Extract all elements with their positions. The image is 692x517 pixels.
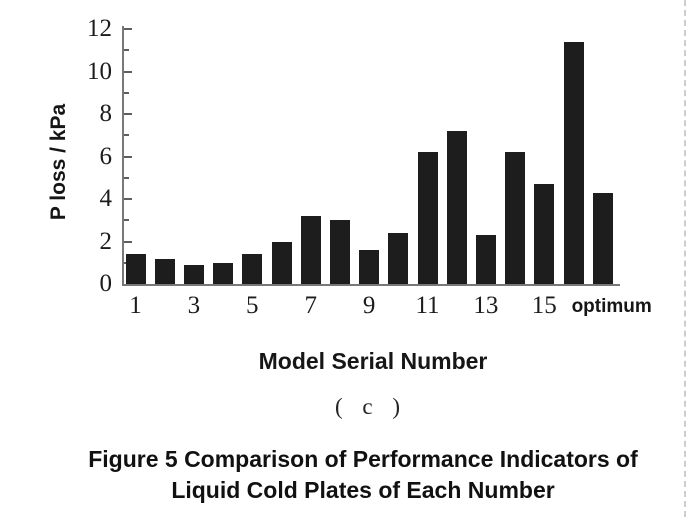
y-minor-tick	[124, 219, 129, 222]
y-tick-label: 8	[99, 100, 113, 127]
y-minor-tick	[124, 49, 129, 52]
x-tick-label: 5	[246, 292, 259, 319]
y-minor-tick	[124, 134, 129, 137]
bar	[183, 264, 204, 284]
bar	[359, 250, 380, 284]
y-major-tick	[124, 28, 132, 30]
y-major-tick	[124, 113, 132, 115]
y-minor-tick	[124, 91, 129, 94]
caption-line-1: Figure 5 Comparison of Performance Indic…	[88, 446, 638, 472]
bar	[534, 184, 555, 284]
y-minor-tick	[124, 176, 129, 179]
caption-line-2: Liquid Cold Plates of Each Number	[171, 477, 555, 503]
y-tick-label: 6	[99, 142, 113, 170]
bar	[563, 41, 584, 284]
x-axis-line	[122, 284, 620, 286]
x-tick-label: 3	[187, 292, 201, 319]
x-tick-label: 9	[362, 292, 376, 319]
bar	[417, 152, 438, 284]
bar	[475, 235, 496, 284]
y-major-tick	[124, 198, 132, 200]
subfigure-label: ( c )	[334, 394, 408, 419]
bar	[388, 233, 409, 284]
bar	[154, 258, 175, 284]
bar	[329, 220, 350, 284]
y-tick-label: 2	[99, 227, 113, 255]
y-major-tick	[124, 70, 132, 73]
bar	[505, 152, 526, 284]
x-tick-label: 15	[531, 292, 557, 319]
y-tick-label: 10	[87, 57, 112, 85]
bar	[271, 241, 292, 284]
x-tick-label: 7	[304, 292, 317, 319]
bar	[242, 254, 263, 284]
bar	[592, 192, 613, 284]
plot-area: P loss / kPa 0 2 4 6 8 10 12 1 3 5 7 9 11 13 15 optimum	[47, 15, 652, 319]
y-tick-label: 0	[99, 270, 113, 297]
y-tick-label: 12	[87, 15, 112, 42]
bar	[125, 254, 146, 284]
y-major-tick	[124, 240, 132, 243]
x-tick-label: optimum	[571, 296, 652, 317]
bar	[446, 131, 467, 284]
bar	[213, 262, 234, 284]
y-major-tick	[124, 155, 132, 158]
x-tick-label: 1	[129, 292, 142, 319]
x-tick-label: 11	[415, 292, 440, 319]
figure-caption: Figure 5 Comparison of Performance Indic…	[34, 444, 692, 506]
x-axis-title: Model Serial Number	[258, 348, 488, 374]
page-edge-dashed-line	[684, 0, 686, 517]
x-tick-label: 13	[473, 292, 499, 319]
bar	[300, 216, 321, 284]
y-tick-label: 4	[99, 185, 113, 212]
y-axis-line	[122, 26, 124, 286]
